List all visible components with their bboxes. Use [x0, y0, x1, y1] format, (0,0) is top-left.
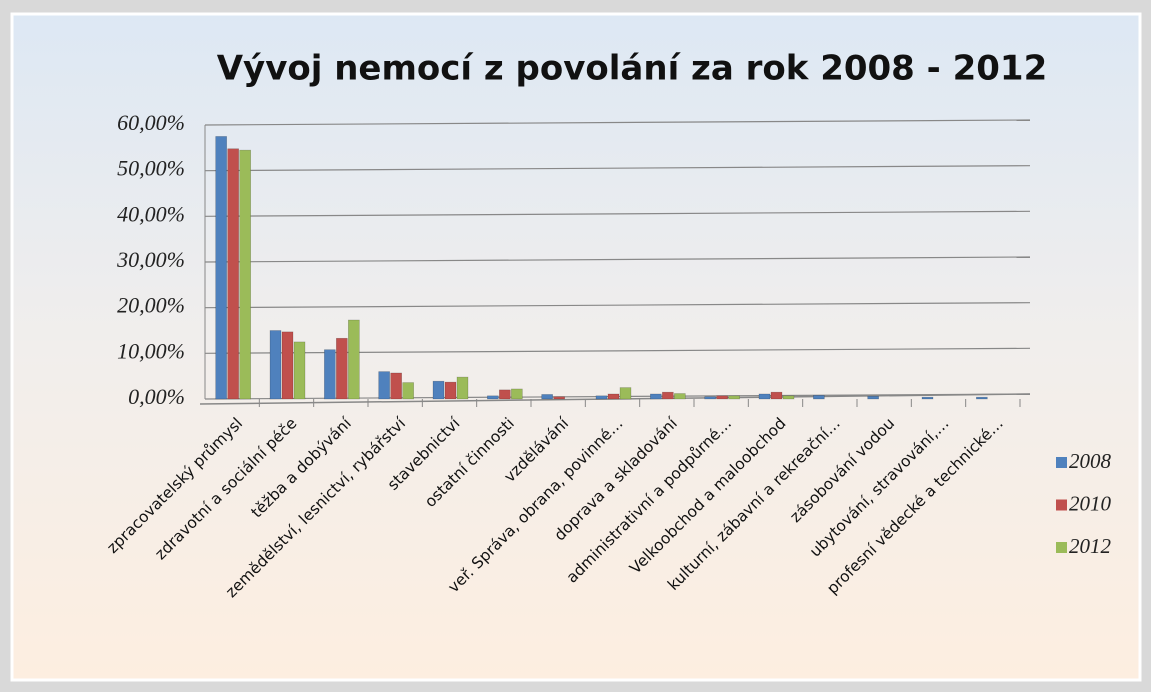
bar: [487, 395, 499, 400]
y-tick-label: 40,00%: [117, 201, 185, 226]
legend-label: 2008: [1069, 449, 1112, 473]
legend-label: 2010: [1069, 491, 1112, 515]
grid-line: [204, 119, 1031, 126]
bar: [921, 396, 934, 400]
y-tick-label: 0,00%: [128, 384, 185, 409]
bar: [269, 330, 282, 400]
y-tick-label: 30,00%: [116, 247, 185, 272]
bar: [215, 136, 227, 400]
bar: [402, 382, 414, 400]
bar: [976, 396, 988, 400]
bar: [348, 319, 360, 400]
bar: [553, 396, 565, 400]
y-tick-label: 60,00%: [117, 110, 185, 135]
bar: [499, 389, 511, 400]
bar: [293, 341, 306, 400]
bar: [378, 371, 390, 400]
bar: [456, 376, 469, 400]
bar: [674, 393, 686, 400]
chart-area: [10, 12, 1142, 682]
bar: [390, 372, 402, 400]
bar: [867, 395, 879, 400]
bar: [607, 393, 620, 400]
bar: [281, 331, 294, 400]
bar: [758, 393, 771, 400]
bar: [662, 391, 674, 400]
grid-line: [204, 302, 1031, 309]
bar: [432, 380, 445, 400]
bar: [324, 349, 336, 400]
bar: [619, 387, 632, 400]
y-tick-label: 10,00%: [117, 338, 185, 363]
bar: [650, 393, 662, 400]
bar: [704, 396, 716, 400]
legend-swatch: [1056, 457, 1067, 468]
bar: [813, 395, 825, 400]
bar: [770, 391, 783, 400]
grid-line: [204, 256, 1031, 263]
y-tick-label: 50,00%: [117, 156, 185, 181]
bar: [595, 395, 608, 400]
y-tick-label: 20,00%: [117, 293, 185, 318]
grid-line: [204, 165, 1031, 172]
bar: [716, 395, 728, 400]
bar: [444, 381, 457, 400]
legend-swatch: [1056, 499, 1067, 511]
bar: [336, 337, 348, 400]
bar: [227, 148, 239, 400]
bar: [728, 395, 740, 400]
bar: [541, 394, 553, 400]
chart-title: Vývoj nemocí z povolání za rok 2008 - 20…: [217, 49, 1048, 89]
legend-swatch: [1056, 542, 1067, 553]
bar: [782, 395, 795, 400]
legend-label: 2012: [1069, 534, 1112, 558]
bar: [511, 388, 523, 400]
bar: [239, 149, 251, 400]
grid-line: [204, 210, 1031, 217]
